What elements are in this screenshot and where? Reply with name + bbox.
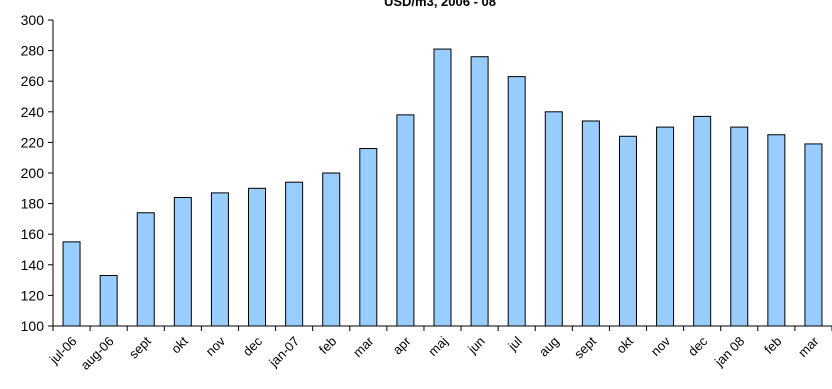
y-tick-label: 280 bbox=[21, 43, 45, 59]
x-tick-label: jul bbox=[504, 333, 525, 354]
x-tick-label: maj bbox=[425, 333, 450, 358]
y-tick-label: 120 bbox=[21, 287, 45, 303]
bar-5 bbox=[248, 187, 267, 327]
bar-11 bbox=[470, 56, 489, 327]
bar-16 bbox=[656, 126, 675, 327]
bar-12 bbox=[507, 76, 526, 327]
bar-9 bbox=[396, 114, 415, 327]
x-tick-label: jan-07 bbox=[265, 334, 302, 371]
bar-6 bbox=[285, 181, 304, 327]
x-tick-label: aug-06 bbox=[78, 334, 117, 373]
bar-0 bbox=[62, 241, 81, 327]
y-tick-label: 160 bbox=[21, 226, 45, 242]
bar-2 bbox=[136, 212, 155, 327]
x-tick-label: okt bbox=[613, 333, 636, 356]
bar-10 bbox=[433, 48, 452, 327]
y-tick-label: 240 bbox=[21, 104, 45, 120]
x-tick-label: sept bbox=[571, 333, 599, 361]
bar-3 bbox=[173, 196, 192, 327]
x-tick-label: dec bbox=[240, 333, 266, 359]
y-tick-label: 220 bbox=[21, 134, 45, 150]
x-tick-label: aug bbox=[536, 334, 562, 360]
y-tick-label: 260 bbox=[21, 73, 45, 89]
bar-20 bbox=[804, 143, 823, 327]
y-tick-label: 200 bbox=[21, 165, 45, 181]
bar-7 bbox=[322, 172, 341, 327]
x-tick-label: mar bbox=[350, 333, 377, 360]
bar-13 bbox=[544, 111, 563, 327]
bar-18 bbox=[730, 126, 749, 327]
x-tick-label: nov bbox=[203, 333, 229, 359]
x-tick-label: feb bbox=[316, 334, 339, 357]
y-tick-label: 180 bbox=[21, 196, 45, 212]
bars bbox=[62, 48, 823, 327]
x-tick-label: jun bbox=[464, 334, 488, 358]
y-axis: 100 120 140 160 180 200 220 240 260 280 300 bbox=[21, 12, 54, 334]
bar-14 bbox=[581, 120, 600, 327]
bar-17 bbox=[693, 115, 712, 327]
x-tick-label: okt bbox=[168, 333, 191, 356]
bar-1 bbox=[99, 275, 118, 327]
x-tick-label: sept bbox=[126, 333, 154, 361]
y-tick-label: 300 bbox=[21, 12, 45, 28]
chart-title: USD/m3, 2006 - 08 bbox=[384, 0, 496, 9]
x-tick-label: jan 08 bbox=[711, 334, 747, 370]
y-tick-label: 140 bbox=[21, 257, 45, 273]
bar-19 bbox=[767, 134, 786, 327]
x-tick-label: nov bbox=[648, 333, 674, 359]
y-tick-label: 100 bbox=[21, 318, 45, 334]
bar-8 bbox=[359, 148, 378, 327]
x-tick-label: jul-06 bbox=[46, 334, 80, 368]
x-tick-label: apr bbox=[390, 333, 414, 357]
bar-15 bbox=[618, 135, 637, 327]
bar-4 bbox=[210, 192, 229, 327]
x-tick-label: feb bbox=[761, 334, 784, 357]
x-tick-label: dec bbox=[685, 333, 711, 359]
x-tick-label: mar bbox=[795, 333, 822, 360]
